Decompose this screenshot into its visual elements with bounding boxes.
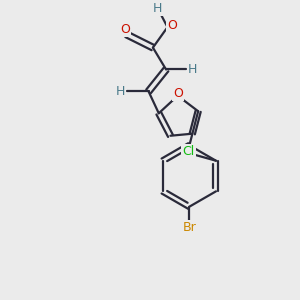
Text: Br: Br (182, 220, 196, 234)
Text: H: H (188, 63, 197, 76)
Text: Cl: Cl (182, 145, 195, 158)
Text: H: H (153, 2, 162, 15)
Text: H: H (116, 85, 125, 98)
Text: O: O (167, 19, 177, 32)
Text: O: O (120, 23, 130, 36)
Text: O: O (173, 87, 183, 100)
